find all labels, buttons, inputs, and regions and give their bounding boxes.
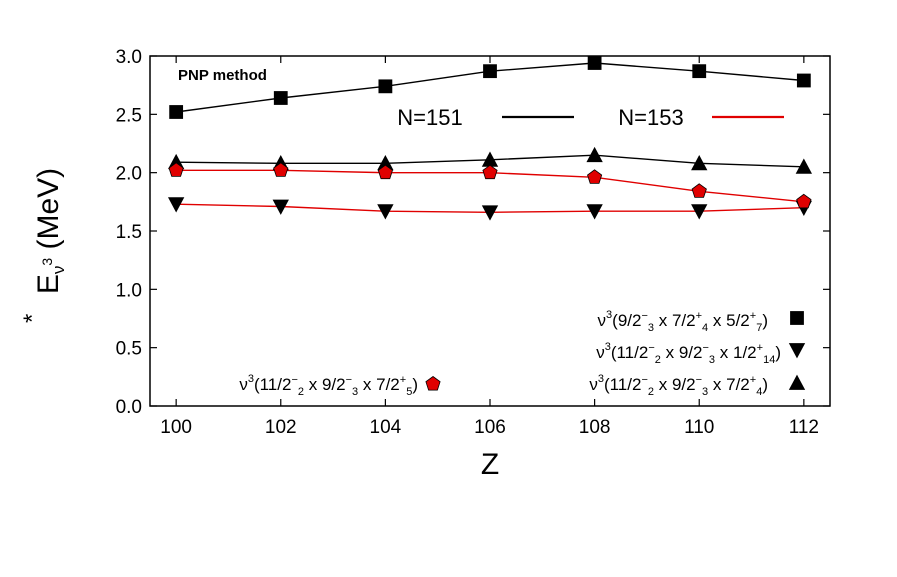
legend-label-n151: N=151 (397, 105, 462, 130)
legend-entry-pentagon: ν3(11/2−2 x 9/2−3 x 7/2+5) (239, 373, 418, 398)
y-tick-label: 2.0 (116, 164, 142, 185)
data-point-square (692, 64, 707, 79)
method-annotation: PNP method (178, 67, 267, 84)
y-axis-title-base: E (32, 274, 65, 294)
y-tick-label: 0.0 (116, 397, 142, 418)
y-tick-label: 2.5 (116, 105, 142, 126)
axis-ticks: 100 102 104 106 108 110 112 0.0 0.5 1.0 1.5 2.0 2.5 3… (116, 47, 830, 438)
x-tick-label: 102 (265, 417, 297, 438)
data-point-square (169, 105, 184, 119)
y-axis-title: Eν3 (MeV) * (19, 168, 68, 323)
data-point-pentagon (377, 164, 393, 180)
series-markers (167, 56, 813, 221)
y-axis-title-star: * (19, 314, 46, 323)
data-point-triangle-up (586, 146, 603, 163)
data-point-triangle-down (691, 204, 708, 220)
legend-entry-triangle-up: ν3(11/2−2 x 9/2−3 x 7/2+4) (589, 373, 768, 398)
data-point-triangle-up (795, 158, 813, 174)
legend: N=151 N=153 ν3(9/2−3 x 7/2+4 x 5/2+7) ν3(11… (239, 105, 806, 398)
x-tick-label: 112 (789, 417, 819, 438)
x-tick-label: 104 (370, 417, 402, 438)
data-point-triangle-down (586, 204, 603, 220)
data-point-square (273, 91, 288, 105)
data-point-pentagon (482, 164, 498, 180)
data-point-pentagon (273, 162, 289, 177)
svg-text:Eν3 (MeV): Eν3 (MeV) (32, 168, 68, 294)
data-point-square (796, 73, 811, 88)
x-tick-label: 110 (684, 417, 714, 438)
y-axis-title-sub: ν (49, 266, 68, 275)
legend-marker-triangle-up (788, 374, 806, 390)
y-tick-label: 3.0 (116, 47, 142, 68)
legend-entry-square: ν3(9/2−3 x 7/2+4 x 5/2+7) (598, 309, 768, 334)
data-point-pentagon (168, 162, 184, 177)
data-point-triangle-down (481, 205, 499, 221)
data-point-triangle-down (272, 199, 289, 215)
data-point-triangle-down (167, 197, 185, 213)
data-point-triangle-down (377, 204, 394, 220)
data-point-square (483, 64, 497, 79)
x-tick-label: 108 (579, 417, 611, 438)
series-lines (176, 62, 804, 214)
y-axis-title-unit: (MeV) (32, 168, 65, 250)
x-axis-title: Z (481, 448, 499, 481)
x-tick-label: 106 (474, 417, 506, 438)
legend-marker-pentagon (425, 376, 441, 391)
y-tick-label: 1.5 (116, 222, 142, 243)
legend-marker-square (790, 311, 804, 325)
data-point-triangle-up (691, 154, 708, 171)
data-point-pentagon (691, 183, 707, 198)
data-point-pentagon (796, 193, 812, 209)
legend-marker-triangle-down (788, 343, 806, 359)
data-point-pentagon (587, 169, 603, 184)
x-tick-label: 100 (160, 417, 192, 438)
data-point-square (378, 79, 393, 94)
y-tick-label: 1.0 (116, 280, 142, 301)
data-point-square (587, 56, 602, 70)
y-axis-title-subsup: 3 (39, 258, 55, 266)
y-tick-label: 0.5 (116, 339, 142, 360)
legend-label-n153: N=153 (618, 105, 683, 130)
legend-entry-triangle-down: ν3(11/2−2 x 9/2−3 x 1/2+14) (596, 341, 781, 366)
